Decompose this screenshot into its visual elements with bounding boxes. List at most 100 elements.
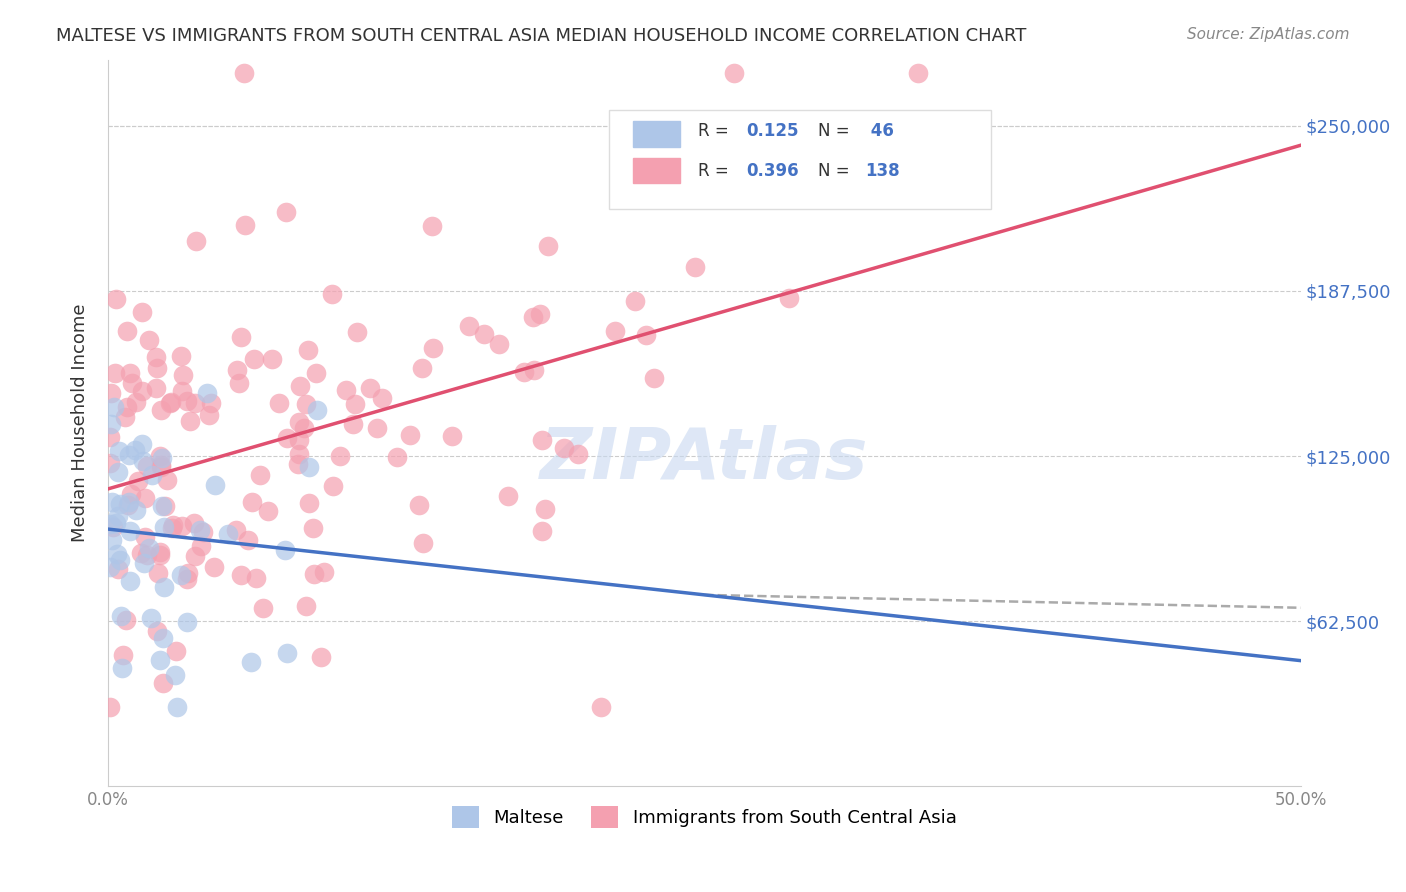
Point xyxy=(523,363,546,377)
Text: Source: ZipAtlas.com: Source: ZipAtlas.com xyxy=(1187,27,1350,42)
Point xyxy=(236,533,259,547)
Point xyxy=(276,431,298,445)
Point xyxy=(136,459,159,474)
Point xyxy=(149,545,172,559)
Point xyxy=(343,397,366,411)
Point xyxy=(305,403,328,417)
Point xyxy=(231,568,253,582)
Point xyxy=(522,310,544,325)
Text: R =: R = xyxy=(699,161,734,180)
Point xyxy=(488,337,510,351)
Point xyxy=(294,599,316,613)
Point xyxy=(115,613,138,627)
Point xyxy=(370,392,392,406)
Point xyxy=(385,450,408,464)
Text: 46: 46 xyxy=(865,122,894,140)
Point xyxy=(312,566,335,580)
Point xyxy=(907,66,929,80)
Point xyxy=(553,442,575,456)
Point xyxy=(243,352,266,367)
Point xyxy=(252,600,274,615)
Point xyxy=(108,553,131,567)
Point xyxy=(786,158,808,172)
Point xyxy=(107,509,129,524)
Point xyxy=(233,218,256,232)
Point xyxy=(150,450,173,465)
Point xyxy=(193,525,215,540)
Point xyxy=(288,416,311,430)
Point xyxy=(245,571,267,585)
Point xyxy=(198,408,221,422)
Point xyxy=(298,459,321,474)
Point xyxy=(225,523,247,537)
Point xyxy=(125,394,148,409)
Point xyxy=(131,453,153,467)
Point xyxy=(346,326,368,340)
Point xyxy=(636,328,658,343)
Point xyxy=(240,655,263,669)
Point xyxy=(530,433,553,447)
Point xyxy=(183,516,205,531)
Point xyxy=(422,341,444,355)
Point xyxy=(100,516,122,531)
Text: ZIPAtlas: ZIPAtlas xyxy=(540,425,869,494)
Point xyxy=(228,376,250,390)
Y-axis label: Median Household Income: Median Household Income xyxy=(72,304,89,542)
Point xyxy=(533,502,555,516)
Point xyxy=(179,414,201,428)
Point xyxy=(160,395,183,409)
Point xyxy=(200,396,222,410)
Point xyxy=(149,549,172,563)
Point xyxy=(118,524,141,538)
Text: 0.396: 0.396 xyxy=(747,161,799,180)
Point xyxy=(134,556,156,570)
Text: N =: N = xyxy=(818,122,855,140)
Point xyxy=(124,442,146,457)
Point xyxy=(163,668,186,682)
Point xyxy=(195,385,218,400)
Point xyxy=(104,292,127,306)
Point xyxy=(567,447,589,461)
Bar xyxy=(633,158,681,183)
Point xyxy=(170,568,193,582)
Point xyxy=(150,459,173,474)
Point xyxy=(100,699,122,714)
Point xyxy=(288,447,311,461)
Point xyxy=(172,368,194,382)
Point xyxy=(262,351,284,366)
Point xyxy=(498,489,520,503)
Point xyxy=(170,518,193,533)
Point xyxy=(108,497,131,511)
Point xyxy=(100,456,122,470)
Point xyxy=(114,410,136,425)
FancyBboxPatch shape xyxy=(609,111,991,209)
Point xyxy=(190,539,212,553)
Point xyxy=(186,234,208,248)
Point xyxy=(249,467,271,482)
Point xyxy=(110,609,132,624)
Point xyxy=(204,478,226,492)
Point xyxy=(138,333,160,347)
Point xyxy=(111,661,134,675)
Point xyxy=(441,429,464,443)
Point xyxy=(120,366,142,380)
Point xyxy=(134,491,156,505)
Point xyxy=(412,536,434,550)
Point xyxy=(288,379,311,393)
Point xyxy=(152,631,174,645)
Point xyxy=(603,324,626,338)
Point xyxy=(139,611,162,625)
Point xyxy=(104,366,127,380)
Point xyxy=(623,293,645,308)
Point xyxy=(217,526,239,541)
Point xyxy=(188,523,211,537)
Point xyxy=(149,403,172,417)
Point xyxy=(399,427,422,442)
Text: 138: 138 xyxy=(865,161,900,180)
Point xyxy=(141,468,163,483)
Point xyxy=(100,385,122,400)
Point xyxy=(226,362,249,376)
Point xyxy=(117,495,139,509)
Point xyxy=(138,541,160,555)
Point xyxy=(121,376,143,390)
